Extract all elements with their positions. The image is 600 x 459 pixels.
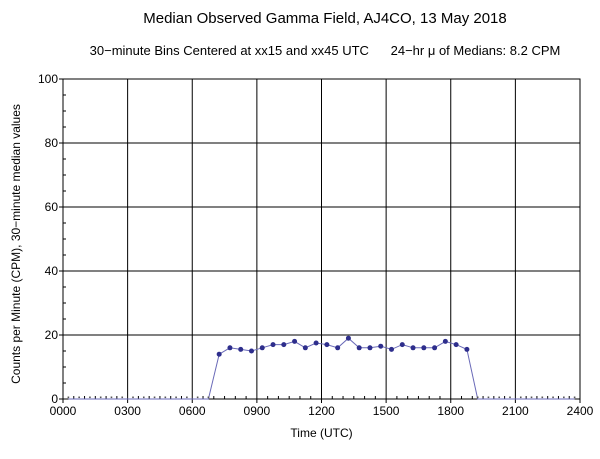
data-point [541,396,544,399]
data-point [464,346,470,352]
subtitle-bins: 30−minute Bins Centered at xx15 and xx45… [89,43,369,58]
data-point [121,396,124,399]
data-point [302,345,308,351]
data-point [248,348,254,354]
x-tick-label: 0900 [244,404,271,418]
data-point [78,396,80,399]
data-point [324,342,330,348]
x-tick-label: 0000 [50,404,77,418]
series-line [68,337,575,400]
data-point [410,345,416,351]
data-point [335,345,341,351]
data-point [313,340,319,346]
data-point [89,396,91,399]
x-tick-label: 2100 [502,404,529,418]
y-tick-label: 20 [45,328,59,342]
x-tick-label: 0600 [179,404,206,418]
data-point [519,396,522,399]
data-point [432,345,438,351]
x-tick-label: 1800 [437,404,464,418]
data-point [142,396,145,399]
data-point [378,343,384,349]
data-point [573,396,576,399]
data-point [356,345,362,351]
data-point [292,338,298,344]
series-markers [67,335,576,399]
x-tick-label: 1200 [308,404,335,418]
data-point [186,396,188,399]
y-tick-label: 100 [38,72,58,86]
y-axis-ticks: 0 20 40 60 80 100 [38,72,66,406]
data-point [196,396,199,399]
data-point [442,338,448,344]
data-point [175,396,177,399]
y-tick-label: 40 [45,264,59,278]
data-point [216,351,222,357]
data-point [552,396,554,399]
x-tick-label: 0300 [114,404,141,418]
data-point [487,396,490,399]
data-point [530,396,533,399]
data-point [227,345,233,351]
data-point [110,396,113,399]
data-point [67,396,70,399]
data-point [207,396,210,399]
data-point [498,396,501,399]
chart-subtitle: 30−minute Bins Centered at xx15 and xx45… [0,43,600,58]
data-point [132,396,134,399]
grid-lines [62,78,581,400]
subtitle-mean: 24−hr μ of Medians: 8.2 CPM [390,43,561,58]
data-point [153,396,156,399]
x-axis-label: Time (UTC) [290,426,352,440]
data-point [367,345,373,351]
data-point [476,396,479,399]
x-tick-label: 2400 [567,404,594,418]
data-point [281,342,287,348]
data-point [164,396,167,399]
data-point [399,342,405,348]
chart-title: Median Observed Gamma Field, AJ4CO, 13 M… [143,10,507,27]
data-point [421,345,427,351]
x-axis-ticks: 0000 0300 0600 0900 1200 1500 1800 2100 2400 [50,396,594,418]
data-point [345,335,351,341]
data-point [259,345,265,351]
y-tick-label: 80 [45,136,59,150]
data-point [509,396,511,399]
x-tick-label: 1500 [373,404,400,418]
y-tick-label: 0 [51,392,58,406]
data-point [270,342,276,348]
data-point [238,346,244,352]
y-axis-label: Counts per Minute (CPM), 30−minute media… [9,104,23,384]
data-point [99,396,102,399]
data-point [389,346,395,352]
data-point [563,396,565,399]
y-tick-label: 60 [45,200,59,214]
data-point [453,342,459,348]
